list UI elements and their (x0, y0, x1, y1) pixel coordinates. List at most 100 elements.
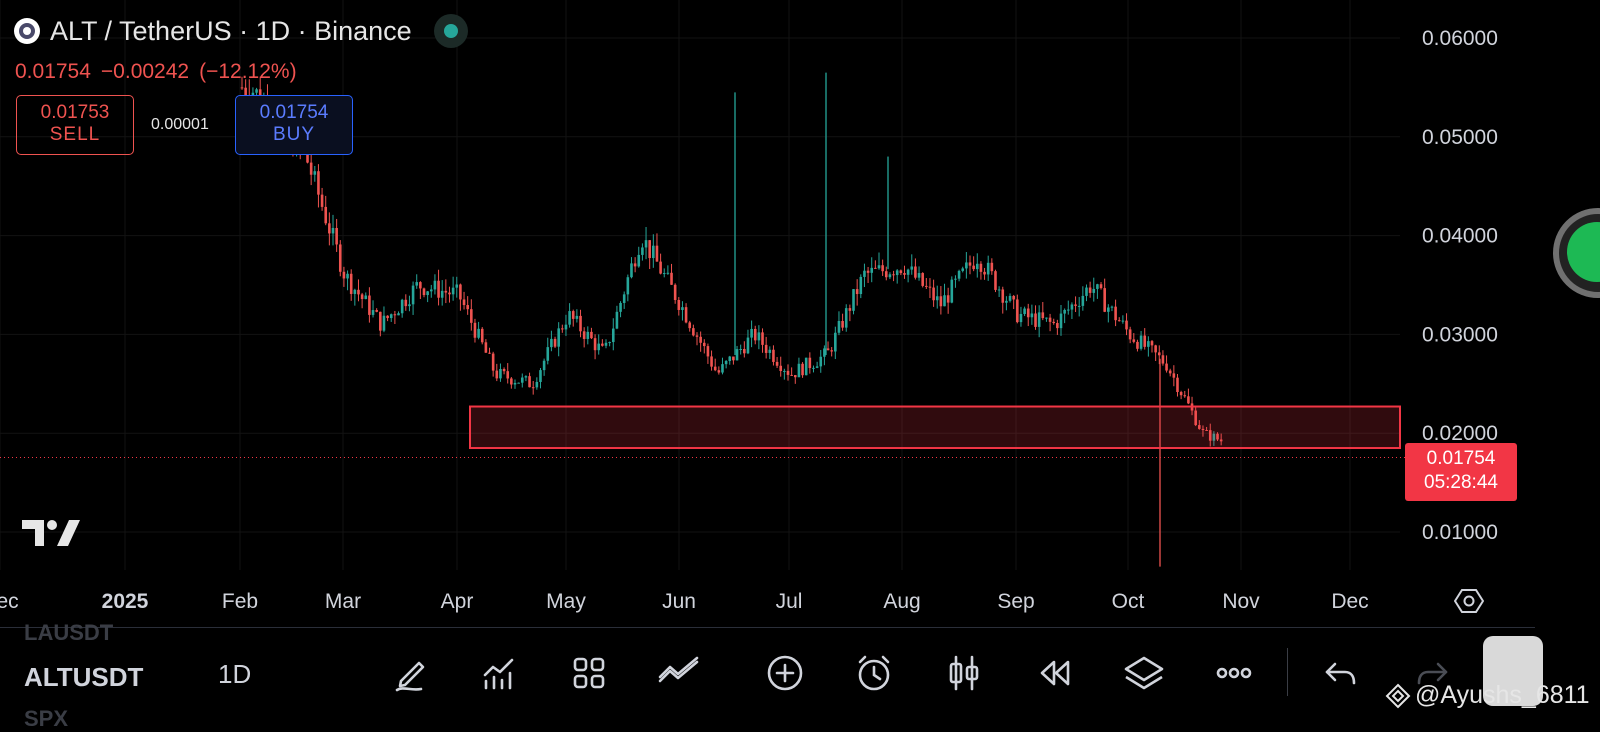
candle-body (1052, 321, 1056, 324)
market-status-icon[interactable] (433, 14, 468, 48)
candle-body (397, 313, 400, 316)
sell-button[interactable]: 0.01753 SELL (16, 95, 134, 155)
candle-body (488, 352, 491, 354)
candle-body (724, 360, 728, 365)
candle-body (575, 315, 579, 319)
indicators-icon[interactable] (476, 650, 522, 696)
candle-body (255, 89, 258, 93)
candle-body (932, 287, 935, 301)
pencil-icon[interactable] (388, 650, 434, 696)
symbol-selector[interactable]: ALTUSDT (24, 662, 144, 692)
candle-body (1012, 295, 1015, 300)
undo-icon[interactable] (1317, 650, 1363, 696)
replay-icon[interactable] (1031, 650, 1077, 696)
candle-body (535, 381, 539, 388)
candle-body (317, 171, 320, 195)
candle-body (757, 332, 761, 341)
alarm-icon[interactable] (851, 650, 897, 696)
candle-body (510, 378, 513, 385)
candle-body (1216, 433, 1219, 440)
candle-body (673, 284, 677, 301)
price-tag-value: 0.01754 (1426, 448, 1496, 469)
buy-button[interactable]: 0.01754 BUY (235, 95, 353, 155)
candle-body (1070, 304, 1074, 310)
chart-header: ALT / TetherUS · 1D · Binance (14, 14, 468, 48)
candle-body (1034, 313, 1037, 327)
candle-body (389, 314, 393, 319)
candle-body (1125, 320, 1128, 330)
candle-body (1092, 288, 1096, 293)
candle-body (1110, 306, 1114, 308)
candle-body (1059, 313, 1063, 329)
candle-body (688, 322, 692, 329)
candle-body (957, 270, 961, 279)
candle-body (615, 311, 619, 329)
candle-body (899, 270, 903, 274)
y-tick-label: 0.01000 (1422, 521, 1498, 544)
next-symbol[interactable]: SPX (24, 706, 69, 731)
candle-body (826, 348, 830, 351)
candle-body (666, 272, 670, 274)
candle-body (586, 331, 590, 339)
candle-body (684, 307, 688, 323)
candle-body (975, 263, 979, 270)
candle-body (1157, 352, 1161, 356)
candle-body (1150, 341, 1154, 346)
layers-icon[interactable] (1121, 650, 1167, 696)
interval-selector[interactable]: 1D (218, 659, 252, 689)
candle-body (903, 273, 906, 275)
candle-body (892, 274, 895, 276)
candle-body (990, 262, 994, 272)
candle-body (400, 299, 404, 314)
grid-icon[interactable] (566, 650, 612, 696)
candle-body (633, 263, 637, 267)
candles-icon[interactable] (941, 650, 987, 696)
draw-tools-icon[interactable] (656, 650, 702, 696)
candle-body (386, 315, 389, 319)
toolbar-divider (0, 627, 1535, 628)
candle-body (652, 245, 655, 259)
candle-body (1099, 284, 1103, 289)
candle-body (240, 87, 244, 89)
candle-body (528, 376, 531, 388)
chart-title[interactable]: ALT / TetherUS · 1D · Binance (50, 15, 412, 46)
x-tick-label: Sep (997, 590, 1034, 613)
candle-body (1147, 341, 1150, 347)
price-change-pct: (−12.12%) (199, 60, 297, 83)
candle-body (346, 273, 349, 279)
chart-settings-icon[interactable] (1453, 586, 1485, 621)
sell-label: SELL (49, 124, 101, 145)
candle-body (422, 288, 426, 296)
redo-icon[interactable] (1410, 650, 1456, 696)
candle-body (910, 266, 914, 270)
candle-body (1085, 287, 1088, 296)
candle-body (429, 289, 433, 292)
candle-body (994, 271, 997, 290)
candle-body (783, 370, 786, 372)
candle-body (433, 280, 437, 290)
candle-body (608, 342, 611, 344)
candle-body (531, 387, 535, 389)
candle-body (917, 273, 921, 278)
candle-body (564, 324, 568, 330)
candle-body (426, 291, 429, 296)
add-icon[interactable] (762, 650, 808, 696)
candle-body (1081, 295, 1085, 306)
candle-body (779, 365, 783, 371)
more-icon[interactable] (1211, 650, 1257, 696)
candle-body (1219, 439, 1223, 442)
x-tick-label: Feb (222, 590, 258, 613)
symbol-logo-icon (14, 18, 40, 44)
candle-body (404, 299, 408, 307)
prev-symbol[interactable]: LAUSDT (24, 620, 114, 645)
candle-body (1198, 425, 1201, 429)
candle-body (877, 265, 881, 269)
candle-body (906, 269, 910, 275)
price-change: −0.00242 (100, 60, 190, 83)
candle-body (601, 343, 604, 346)
candle-body (986, 262, 990, 275)
floating-side-button[interactable] (1483, 636, 1543, 706)
y-tick-label: 0.06000 (1422, 27, 1498, 50)
candle-body (1019, 313, 1023, 323)
